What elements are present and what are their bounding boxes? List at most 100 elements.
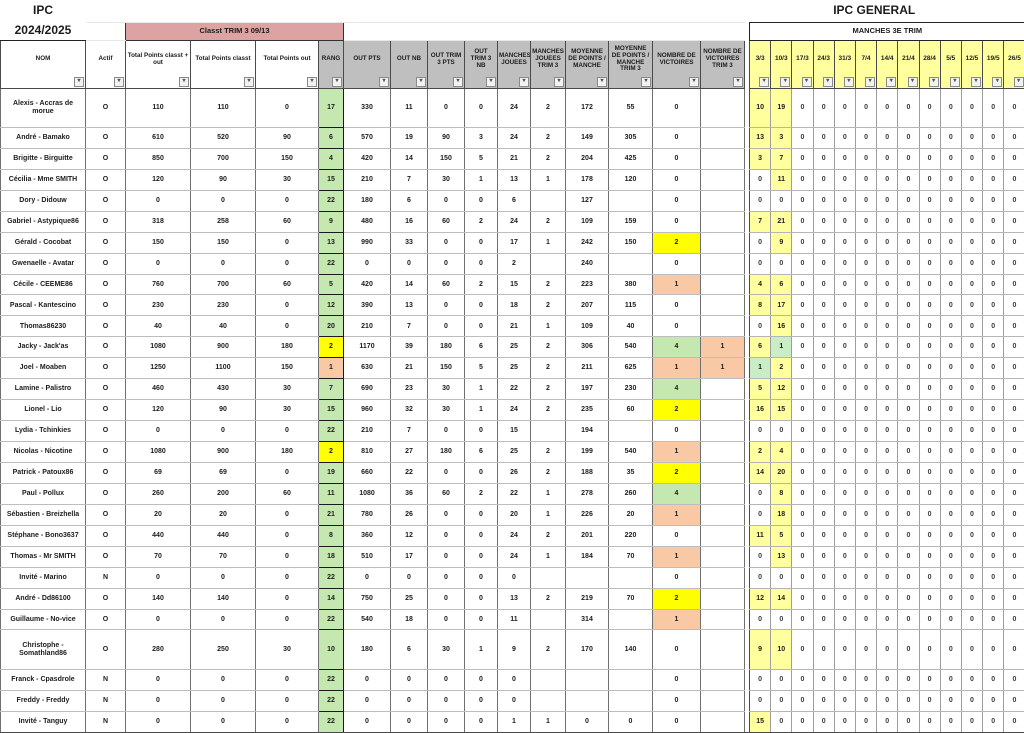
cell-date-5-5[interactable]: 0 [940, 441, 962, 463]
cell-date-19-5[interactable]: 0 [982, 169, 1005, 191]
cell-moyenne-points-manche-trim3[interactable]: 540 [608, 441, 653, 463]
cell-date-14-4[interactable]: 0 [876, 462, 899, 484]
cell-date-5-5[interactable]: 0 [940, 274, 962, 296]
cell-out-trim3-pts[interactable]: 30 [427, 169, 465, 191]
cell-out-trim3-nb[interactable]: 0 [464, 315, 498, 338]
cell-out-pts[interactable]: 210 [343, 420, 391, 443]
cell-out-pts[interactable]: 0 [343, 669, 391, 691]
cell-out-pts[interactable]: 960 [343, 399, 391, 422]
cell-rang[interactable]: 18 [318, 545, 344, 568]
cell-out-nb[interactable]: 16 [390, 211, 428, 233]
cell-tp-out[interactable]: 0 [255, 690, 319, 712]
cell-date-14-4[interactable]: 0 [876, 294, 899, 317]
cell-rang[interactable]: 13 [318, 231, 344, 254]
cell-tp-out[interactable]: 0 [255, 546, 319, 568]
cell-tp-classt-out[interactable]: 0 [125, 420, 191, 443]
cell-date-24-3[interactable]: 0 [813, 588, 835, 610]
cell-rang[interactable]: 7 [318, 378, 344, 401]
cell-date-31-3[interactable]: 0 [834, 169, 856, 191]
cell-date-10-3[interactable]: 19 [770, 88, 793, 128]
cell-tp-classt[interactable]: 90 [190, 169, 256, 191]
cell-date-19-5[interactable]: 0 [982, 357, 1005, 380]
cell-moyenne-points-manche[interactable]: 149 [565, 127, 609, 149]
cell-actif[interactable]: O [85, 588, 126, 610]
cell-date-24-3[interactable]: 0 [813, 232, 835, 254]
cell-date-28-4[interactable]: 0 [919, 546, 941, 568]
cell-date-31-3[interactable]: 0 [834, 567, 856, 589]
cell-moyenne-points-manche-trim3[interactable]: 20 [608, 504, 653, 526]
cell-date-31-3[interactable]: 0 [834, 588, 856, 610]
cell-out-trim3-nb[interactable]: 5 [464, 357, 498, 380]
cell-out-pts[interactable]: 540 [343, 609, 391, 631]
filter-dropdown-icon[interactable]: ▾ [801, 76, 812, 87]
cell-nombre-victoires[interactable]: 0 [652, 629, 701, 670]
cell-out-trim3-nb[interactable]: 3 [464, 127, 498, 149]
cell-tp-classt[interactable]: 900 [190, 336, 256, 359]
cell-date-28-4[interactable]: 0 [919, 399, 941, 422]
cell-date-3-3[interactable]: 0 [748, 546, 772, 568]
cell-out-trim3-pts[interactable]: 0 [427, 420, 465, 443]
cell-date-10-3[interactable]: 9 [770, 232, 793, 254]
cell-rang[interactable]: 1 [318, 357, 344, 380]
filter-dropdown-icon[interactable]: ▾ [843, 76, 854, 87]
cell-tp-out[interactable]: 60 [255, 483, 319, 505]
cell-moyenne-points-manche-trim3[interactable]: 540 [608, 336, 653, 359]
cell-manches-jouees[interactable]: 15 [497, 420, 531, 443]
cell-moyenne-points-manche-trim3[interactable]: 140 [608, 629, 653, 670]
cell-moyenne-points-manche-trim3[interactable]: 70 [608, 588, 653, 610]
cell-date-28-4[interactable]: 0 [919, 127, 941, 149]
cell-date-24-3[interactable]: 0 [813, 190, 835, 212]
cell-date-5-5[interactable]: 0 [940, 88, 962, 128]
cell-date-19-5[interactable]: 0 [982, 588, 1005, 610]
cell-actif[interactable]: N [85, 567, 126, 589]
cell-date-14-4[interactable]: 0 [876, 629, 899, 670]
cell-date-17-3[interactable]: 0 [791, 336, 814, 359]
cell-date-28-4[interactable]: 0 [919, 504, 941, 526]
cell-nombre-victoires-trim3[interactable] [700, 211, 745, 233]
cell-date-12-5[interactable]: 0 [961, 609, 984, 631]
cell-out-trim3-nb[interactable]: 1 [464, 399, 498, 422]
cell-date-28-4[interactable]: 0 [919, 148, 941, 170]
cell-tp-out[interactable]: 90 [255, 127, 319, 149]
cell-actif[interactable]: O [85, 378, 126, 401]
cell-out-pts[interactable]: 360 [343, 525, 391, 547]
cell-date-7-4[interactable]: 0 [855, 378, 878, 401]
cell-date-19-5[interactable]: 0 [982, 420, 1005, 443]
cell-date-24-3[interactable]: 0 [813, 711, 835, 733]
cell-date-12-5[interactable]: 0 [961, 399, 984, 422]
cell-nombre-victoires-trim3[interactable] [700, 378, 745, 401]
cell-out-trim3-pts[interactable]: 0 [427, 669, 465, 691]
cell-date-21-4[interactable]: 0 [897, 127, 920, 149]
cell-date-31-3[interactable]: 0 [834, 127, 856, 149]
cell-date-3-3[interactable]: 7 [748, 211, 772, 233]
cell-tp-classt-out[interactable]: 0 [125, 190, 191, 212]
cell-date-17-3[interactable]: 0 [791, 609, 814, 631]
cell-out-trim3-pts[interactable]: 180 [427, 336, 465, 359]
cell-date-14-4[interactable]: 0 [876, 88, 899, 128]
cell-date-3-3[interactable]: 13 [748, 127, 772, 149]
cell-actif[interactable]: N [85, 690, 126, 712]
cell-date-31-3[interactable]: 0 [834, 441, 856, 463]
cell-date-10-3[interactable]: 14 [770, 588, 793, 610]
filter-dropdown-icon[interactable]: ▾ [179, 76, 189, 87]
cell-date-17-3[interactable]: 0 [791, 711, 814, 733]
cell-out-trim3-pts[interactable]: 30 [427, 629, 465, 670]
cell-date-26-5[interactable]: 0 [1003, 441, 1024, 463]
cell-out-nb[interactable]: 7 [390, 420, 428, 443]
cell-out-pts[interactable]: 210 [343, 315, 391, 338]
cell-nombre-victoires[interactable]: 0 [652, 525, 701, 547]
cell-out-pts[interactable]: 660 [343, 462, 391, 484]
cell-moyenne-points-manche-trim3[interactable]: 55 [608, 88, 653, 128]
cell-nombre-victoires-trim3[interactable] [700, 609, 745, 631]
cell-nombre-victoires[interactable]: 0 [652, 88, 701, 128]
cell-actif[interactable]: N [85, 669, 126, 691]
filter-dropdown-icon[interactable]: ▾ [332, 76, 342, 87]
cell-tp-classt-out[interactable]: 0 [125, 690, 191, 712]
cell-date-31-3[interactable]: 0 [834, 190, 856, 212]
cell-moyenne-points-manche[interactable]: 0 [565, 711, 609, 733]
cell-manches-jouees-trim3[interactable] [530, 190, 566, 212]
cell-date-5-5[interactable]: 0 [940, 378, 962, 401]
cell-manches-jouees-trim3[interactable]: 2 [530, 274, 566, 296]
cell-date-28-4[interactable]: 0 [919, 336, 941, 359]
cell-tp-classt-out[interactable]: 0 [125, 609, 191, 631]
